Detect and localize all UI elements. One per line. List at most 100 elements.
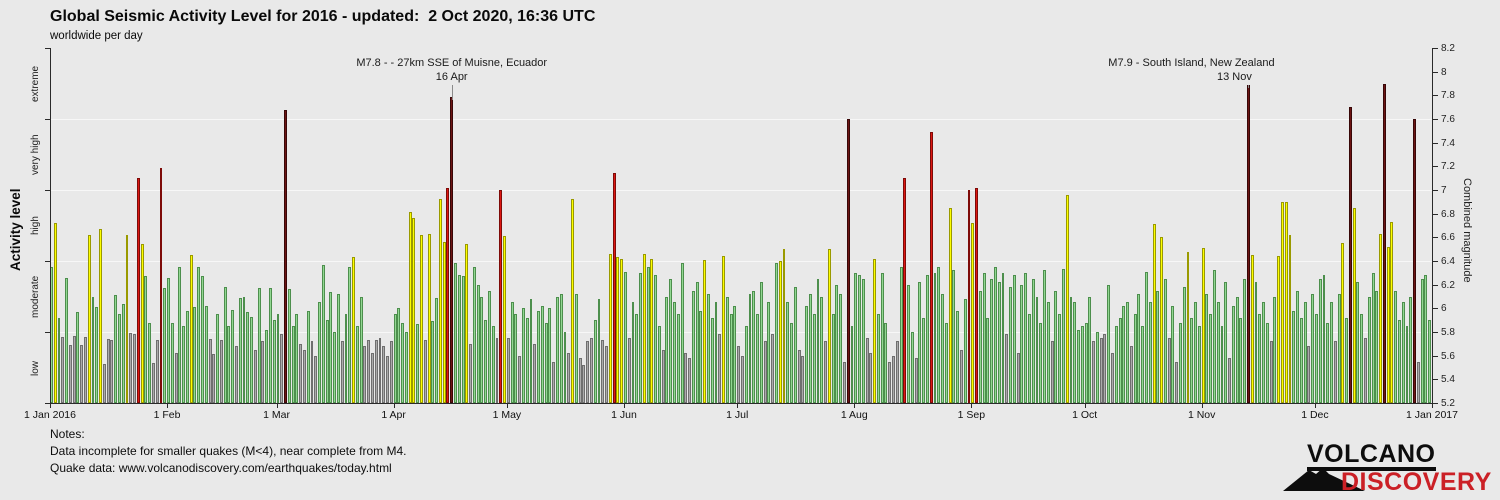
bar — [574, 294, 578, 403]
bar — [65, 277, 69, 403]
bar — [1005, 334, 1009, 403]
bar — [1114, 326, 1118, 403]
bar — [1360, 314, 1364, 403]
bar — [1303, 302, 1307, 403]
right-axis-tick — [1432, 71, 1438, 73]
bar — [1160, 237, 1164, 403]
bar — [642, 253, 646, 403]
bar — [937, 266, 941, 403]
bar — [688, 358, 692, 403]
bar — [982, 272, 986, 403]
bar — [756, 314, 760, 403]
notes-block: Notes: Data incomplete for smaller quake… — [50, 426, 406, 477]
gridline — [50, 189, 1432, 191]
bar — [1137, 294, 1141, 403]
bar — [1326, 322, 1330, 403]
right-axis-tick-label: 6.8 — [1441, 208, 1455, 220]
bar — [797, 349, 801, 403]
bar — [235, 346, 238, 403]
bar — [741, 355, 744, 403]
x-axis-tick — [393, 403, 395, 408]
bar — [616, 257, 620, 403]
x-axis-month-label: 1 Feb — [153, 409, 181, 421]
bar — [521, 308, 525, 403]
bar — [1065, 194, 1069, 403]
bar — [801, 355, 805, 403]
bar — [929, 132, 933, 403]
right-axis-tick — [1432, 379, 1438, 381]
bar — [397, 308, 401, 403]
annotation-date-label: 16 Apr — [435, 71, 468, 83]
bar — [185, 310, 189, 403]
bar — [714, 302, 718, 403]
bar — [253, 349, 257, 403]
bar — [646, 266, 650, 403]
x-axis-tick — [737, 403, 739, 408]
bar — [657, 326, 661, 403]
bar — [1084, 322, 1088, 403]
bar — [926, 275, 929, 403]
bar — [1265, 322, 1269, 403]
right-axis-tick — [1432, 332, 1438, 333]
bar — [1284, 201, 1288, 403]
right-axis-tick-label: 7 — [1441, 185, 1447, 196]
bar — [737, 346, 741, 403]
bar — [57, 317, 61, 403]
bar — [488, 290, 491, 403]
bar — [159, 167, 163, 403]
x-axis-month-label: 1 Jan 2017 — [1406, 409, 1458, 421]
bar — [416, 323, 420, 403]
bar — [540, 305, 544, 403]
activity-level-category: moderate — [30, 275, 41, 318]
bar — [552, 361, 556, 403]
bar — [1186, 251, 1190, 403]
bar — [95, 307, 99, 403]
bar — [910, 332, 914, 403]
bar — [691, 290, 695, 403]
bar — [182, 326, 186, 403]
right-axis-tick-label: 6 — [1441, 303, 1447, 315]
bar — [370, 353, 374, 403]
bar — [310, 341, 314, 403]
bar — [106, 339, 110, 403]
x-axis-tick — [276, 403, 278, 408]
right-axis-tick — [1432, 213, 1438, 215]
x-axis-month-label: 1 Nov — [1187, 409, 1216, 421]
bar — [774, 263, 778, 403]
bar — [238, 297, 242, 403]
bar — [189, 255, 193, 403]
bar — [748, 294, 752, 403]
bar — [548, 308, 552, 403]
bar — [352, 257, 355, 403]
bar — [389, 341, 393, 403]
x-axis-tick — [506, 403, 508, 408]
bar — [544, 322, 548, 403]
right-axis-tick — [1432, 403, 1438, 404]
bar — [1209, 314, 1213, 403]
bar — [427, 233, 431, 403]
bar — [567, 353, 571, 403]
bar — [537, 310, 541, 403]
bar — [1175, 361, 1179, 403]
bar — [140, 244, 144, 403]
bar — [280, 334, 284, 403]
bar — [1179, 322, 1182, 403]
bar — [1118, 317, 1122, 403]
bar — [582, 365, 586, 403]
bar — [1371, 272, 1375, 403]
bar — [469, 343, 473, 403]
bar — [1103, 334, 1107, 403]
bar — [892, 355, 895, 403]
bar — [404, 332, 408, 403]
bar — [499, 190, 503, 403]
left-axis-title: Activity level — [8, 188, 23, 272]
bar — [601, 340, 605, 403]
bar — [933, 272, 937, 403]
notes-line-data: Data incomplete for smaller quakes (M<4)… — [50, 444, 407, 458]
bar — [1156, 290, 1160, 403]
bar — [1333, 341, 1337, 403]
bar — [1379, 233, 1383, 403]
gridline — [50, 118, 1432, 120]
bar — [895, 341, 899, 403]
bar — [1296, 290, 1299, 403]
